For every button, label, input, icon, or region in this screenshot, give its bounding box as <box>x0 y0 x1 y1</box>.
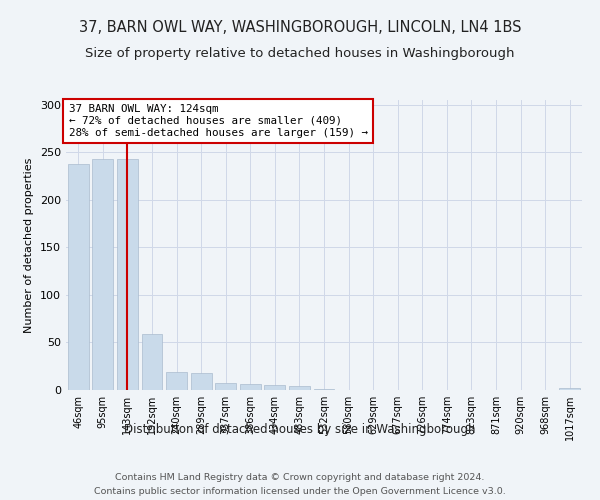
Bar <box>68 164 89 390</box>
Bar <box>166 372 187 390</box>
Bar <box>142 334 163 390</box>
Bar <box>314 389 334 390</box>
Bar <box>117 159 138 390</box>
Text: Distribution of detached houses by size in Washingborough: Distribution of detached houses by size … <box>124 422 476 436</box>
Bar <box>215 384 236 390</box>
Text: Contains HM Land Registry data © Crown copyright and database right 2024.: Contains HM Land Registry data © Crown c… <box>115 472 485 482</box>
Text: Size of property relative to detached houses in Washingborough: Size of property relative to detached ho… <box>85 48 515 60</box>
Bar <box>559 388 580 390</box>
Bar <box>240 384 261 390</box>
Text: 37 BARN OWL WAY: 124sqm
← 72% of detached houses are smaller (409)
28% of semi-d: 37 BARN OWL WAY: 124sqm ← 72% of detache… <box>68 104 368 138</box>
Bar <box>265 385 286 390</box>
Bar <box>191 373 212 390</box>
Text: Contains public sector information licensed under the Open Government Licence v3: Contains public sector information licen… <box>94 488 506 496</box>
Bar <box>92 159 113 390</box>
Bar <box>289 386 310 390</box>
Y-axis label: Number of detached properties: Number of detached properties <box>25 158 34 332</box>
Text: 37, BARN OWL WAY, WASHINGBOROUGH, LINCOLN, LN4 1BS: 37, BARN OWL WAY, WASHINGBOROUGH, LINCOL… <box>79 20 521 35</box>
